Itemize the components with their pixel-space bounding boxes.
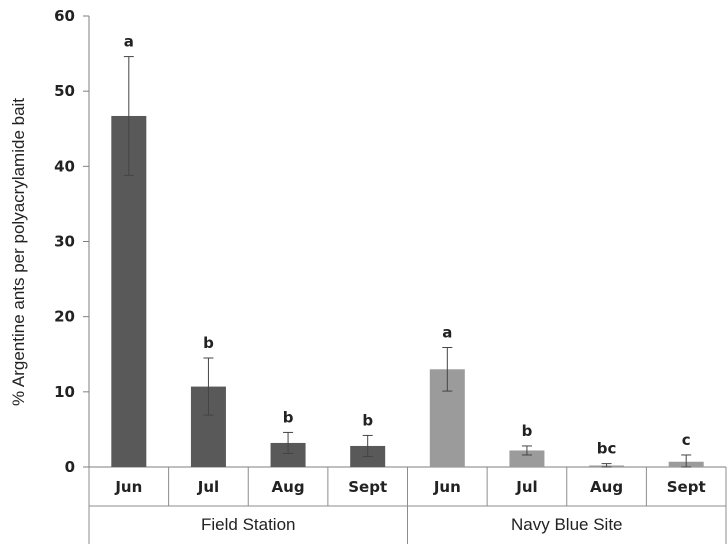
category-label: Sept: [667, 478, 706, 496]
y-tick-label: 60: [54, 7, 75, 25]
category-label: Jul: [197, 478, 219, 496]
y-axis-title: % Argentine ants per polyacrylamide bait: [9, 98, 28, 406]
y-tick-label: 0: [65, 458, 75, 476]
bars: [111, 56, 704, 468]
category-label: Jun: [433, 478, 461, 496]
category-label: Sept: [348, 478, 387, 496]
y-tick-label: 10: [54, 383, 75, 401]
labels: a Jun b Jul b Aug b Sept Field Station a Jun b Jul bc…: [114, 33, 705, 534]
y-tick-label: 40: [54, 157, 75, 175]
category-label: Aug: [590, 478, 623, 496]
significance-label: b: [522, 422, 533, 440]
significance-label: b: [362, 411, 373, 429]
y-axis-title-group: % Argentine ants per polyacrylamide bait: [9, 98, 28, 406]
category-label: Jul: [515, 478, 537, 496]
significance-label: c: [682, 431, 691, 449]
significance-label: a: [442, 323, 452, 341]
significance-label: bc: [597, 440, 617, 458]
group-label: Field Station: [201, 515, 296, 534]
axes: 0 10 20 30 40 50 60: [54, 7, 727, 544]
category-label: Aug: [272, 478, 305, 496]
category-label: Jun: [114, 478, 142, 496]
y-tick-label: 50: [54, 82, 75, 100]
significance-label: b: [203, 334, 214, 352]
y-tick-label: 20: [54, 308, 75, 326]
significance-label: b: [283, 408, 294, 426]
group-label: Navy Blue Site: [511, 515, 623, 534]
significance-label: a: [124, 33, 134, 51]
y-tick-label: 30: [54, 233, 75, 251]
bar: [509, 450, 545, 467]
